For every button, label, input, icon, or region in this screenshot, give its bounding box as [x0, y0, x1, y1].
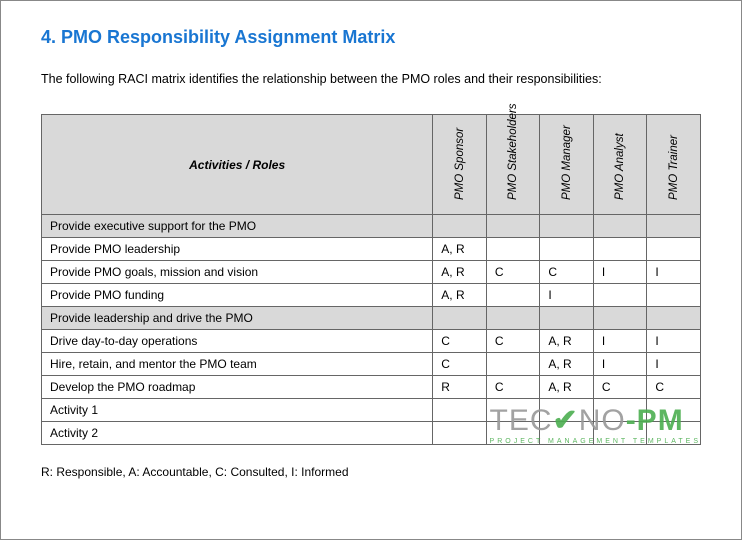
- intro-text: The following RACI matrix identifies the…: [41, 72, 701, 86]
- raci-cell: A, R: [540, 353, 594, 376]
- raci-cell: [433, 399, 487, 422]
- raci-cell: [540, 215, 594, 238]
- raci-cell: [593, 399, 647, 422]
- table-row: Hire, retain, and mentor the PMO teamC A,…: [42, 353, 701, 376]
- activity-label: Provide PMO goals, mission and vision: [42, 261, 433, 284]
- activity-label: Provide PMO leadership: [42, 238, 433, 261]
- raci-cell: [540, 238, 594, 261]
- raci-cell: I: [593, 261, 647, 284]
- raci-cell: [647, 238, 701, 261]
- raci-cell: I: [647, 353, 701, 376]
- raci-cell: C: [593, 376, 647, 399]
- raci-cell: [540, 422, 594, 445]
- role-header: PMO Sponsor: [433, 115, 487, 215]
- table-row: Activity 1: [42, 399, 701, 422]
- raci-cell: [486, 284, 540, 307]
- raci-cell: A, R: [433, 261, 487, 284]
- raci-cell: [647, 422, 701, 445]
- raci-cell: [593, 238, 647, 261]
- role-header: PMO Trainer: [647, 115, 701, 215]
- raci-cell: [593, 284, 647, 307]
- raci-cell: C: [433, 353, 487, 376]
- raci-cell: [540, 399, 594, 422]
- legend-text: R: Responsible, A: Accountable, C: Consu…: [41, 465, 701, 479]
- raci-cell: I: [593, 353, 647, 376]
- raci-cell: [593, 307, 647, 330]
- raci-cell: [433, 422, 487, 445]
- raci-cell: [486, 399, 540, 422]
- activity-label: Develop the PMO roadmap: [42, 376, 433, 399]
- table-section-row: Provide executive support for the PMO: [42, 215, 701, 238]
- activity-label: Provide executive support for the PMO: [42, 215, 433, 238]
- raci-cell: C: [433, 330, 487, 353]
- raci-cell: A, R: [540, 330, 594, 353]
- raci-cell: [486, 215, 540, 238]
- raci-cell: C: [486, 376, 540, 399]
- raci-cell: [647, 307, 701, 330]
- role-label: PMO Stakeholders: [507, 110, 519, 200]
- role-label: PMO Manager: [561, 110, 573, 200]
- role-label: PMO Analyst: [614, 110, 626, 200]
- raci-cell: [486, 238, 540, 261]
- raci-cell: C: [486, 261, 540, 284]
- activities-header: Activities / Roles: [42, 115, 433, 215]
- activity-label: Provide leadership and drive the PMO: [42, 307, 433, 330]
- activity-label: Activity 2: [42, 422, 433, 445]
- section-title: 4. PMO Responsibility Assignment Matrix: [41, 27, 701, 48]
- activity-label: Hire, retain, and mentor the PMO team: [42, 353, 433, 376]
- raci-cell: R: [433, 376, 487, 399]
- table-row: Activity 2: [42, 422, 701, 445]
- role-header: PMO Analyst: [593, 115, 647, 215]
- raci-cell: [647, 399, 701, 422]
- raci-cell: [486, 307, 540, 330]
- table-row: Provide PMO leadershipA, R: [42, 238, 701, 261]
- activity-label: Activity 1: [42, 399, 433, 422]
- activity-label: Drive day-to-day operations: [42, 330, 433, 353]
- raci-cell: A, R: [433, 284, 487, 307]
- raci-cell: C: [486, 330, 540, 353]
- raci-cell: [593, 215, 647, 238]
- raci-cell: [593, 422, 647, 445]
- activity-label: Provide PMO funding: [42, 284, 433, 307]
- raci-cell: I: [540, 284, 594, 307]
- raci-cell: [486, 422, 540, 445]
- role-header: PMO Stakeholders: [486, 115, 540, 215]
- table-row: Drive day-to-day operationsCCA, RII: [42, 330, 701, 353]
- raci-cell: [486, 353, 540, 376]
- table-section-row: Provide leadership and drive the PMO: [42, 307, 701, 330]
- raci-cell: I: [593, 330, 647, 353]
- role-label: PMO Sponsor: [454, 110, 466, 200]
- table-row: Develop the PMO roadmapRCA, RCC: [42, 376, 701, 399]
- raci-cell: [433, 307, 487, 330]
- role-header: PMO Manager: [540, 115, 594, 215]
- role-label: PMO Trainer: [668, 110, 680, 200]
- raci-cell: [540, 307, 594, 330]
- raci-cell: I: [647, 330, 701, 353]
- raci-cell: A, R: [433, 238, 487, 261]
- raci-cell: [647, 284, 701, 307]
- raci-cell: C: [540, 261, 594, 284]
- raci-cell: [433, 215, 487, 238]
- raci-cell: [647, 215, 701, 238]
- table-row: Provide PMO fundingA, R I: [42, 284, 701, 307]
- raci-cell: C: [647, 376, 701, 399]
- raci-table: Activities / Roles PMO Sponsor PMO Stake…: [41, 114, 701, 445]
- raci-cell: A, R: [540, 376, 594, 399]
- raci-cell: I: [647, 261, 701, 284]
- table-header-row: Activities / Roles PMO Sponsor PMO Stake…: [42, 115, 701, 215]
- table-row: Provide PMO goals, mission and visionA, …: [42, 261, 701, 284]
